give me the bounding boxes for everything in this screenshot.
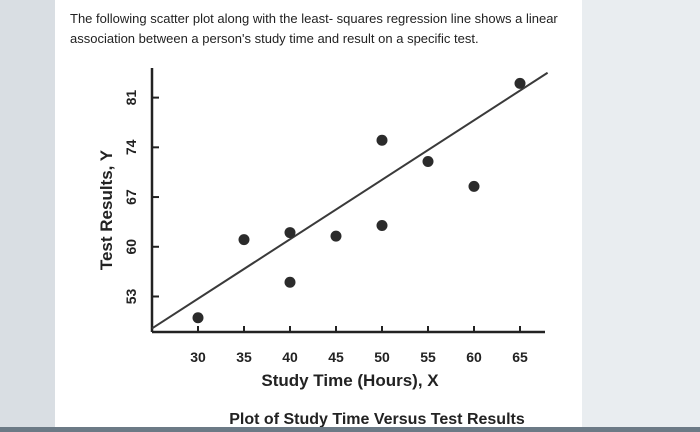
y-tick-label: 81 bbox=[123, 90, 139, 106]
chart-title: Plot of Study Time Versus Test Results bbox=[229, 411, 525, 428]
data-point bbox=[468, 180, 480, 192]
x-tick-label: 55 bbox=[420, 349, 436, 365]
page-margin bbox=[582, 0, 700, 432]
data-point bbox=[376, 219, 388, 231]
x-tick-label: 40 bbox=[282, 349, 298, 365]
y-tick-label: 53 bbox=[123, 288, 139, 304]
bottom-bar bbox=[0, 427, 700, 432]
x-tick-label: 65 bbox=[512, 349, 528, 365]
y-tick-label: 67 bbox=[123, 189, 139, 205]
data-point bbox=[330, 230, 342, 242]
data-point bbox=[284, 276, 296, 288]
data-point bbox=[514, 77, 526, 89]
chart-background bbox=[88, 55, 576, 427]
x-tick-label: 30 bbox=[190, 349, 206, 365]
x-tick-label: 60 bbox=[466, 349, 482, 365]
y-axis-label: Test Results, Y bbox=[97, 149, 116, 270]
data-point bbox=[192, 312, 204, 324]
y-tick-label: 60 bbox=[123, 239, 139, 255]
x-axis-label: Study Time (Hours), X bbox=[261, 371, 439, 390]
data-point bbox=[284, 227, 296, 239]
data-point bbox=[422, 156, 434, 168]
data-point bbox=[238, 234, 250, 246]
y-tick-label: 74 bbox=[123, 139, 139, 155]
data-point bbox=[376, 134, 388, 146]
x-tick-label: 45 bbox=[328, 349, 344, 365]
question-text: The following scatter plot along with th… bbox=[70, 11, 558, 46]
x-tick-label: 50 bbox=[374, 349, 390, 365]
x-tick-label: 35 bbox=[236, 349, 252, 365]
regression-line bbox=[151, 71, 549, 330]
